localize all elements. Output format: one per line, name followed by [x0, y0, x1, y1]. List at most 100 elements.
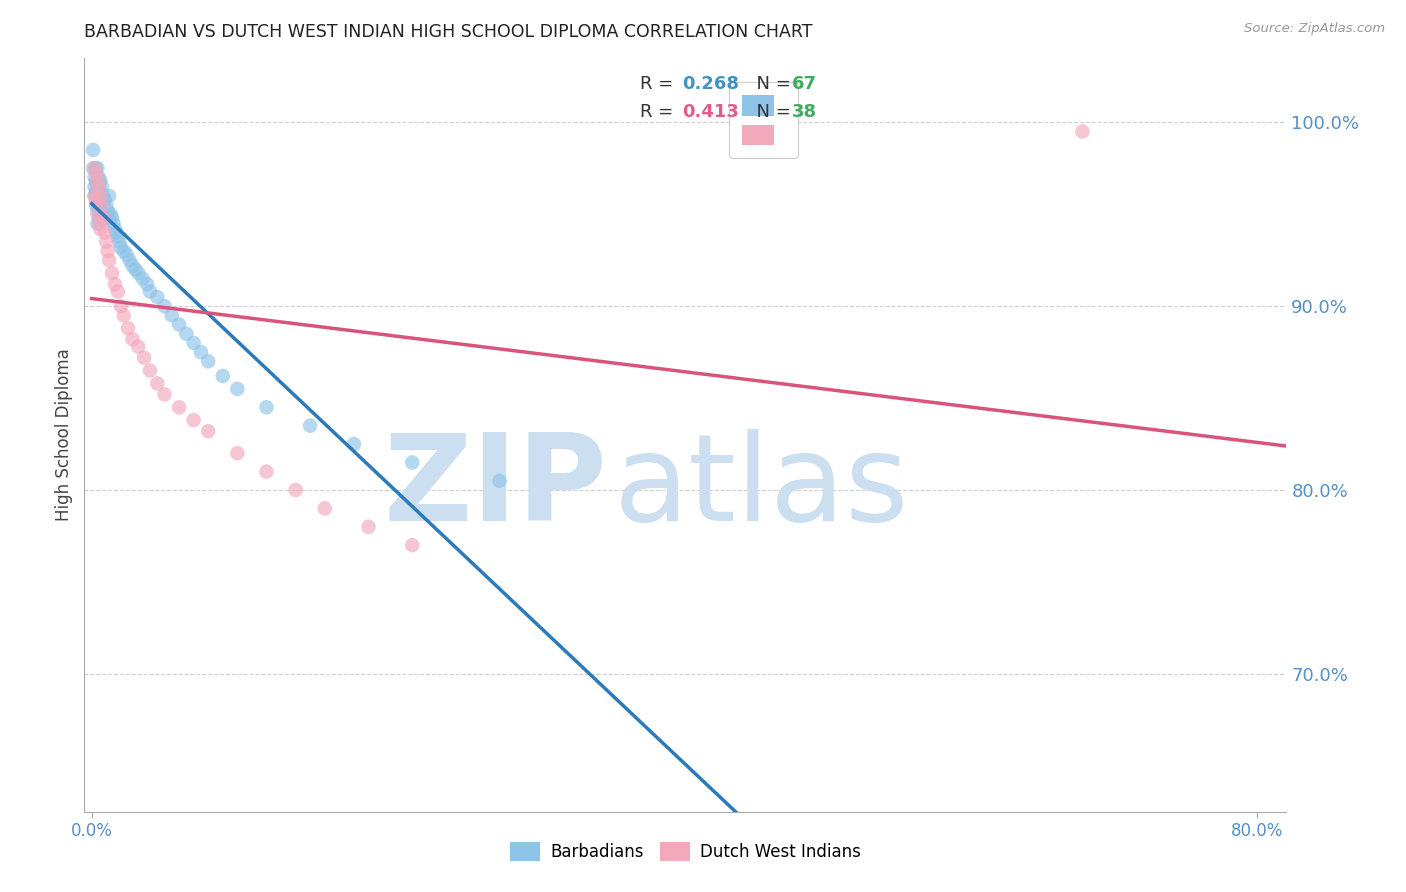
Point — [94, 226, 117, 240]
Point — [136, 277, 159, 291]
Point — [108, 235, 131, 249]
Point — [226, 446, 249, 460]
Point — [91, 211, 114, 225]
Point — [146, 290, 169, 304]
Point — [90, 207, 112, 221]
Point — [124, 262, 146, 277]
Point — [86, 203, 108, 218]
Point — [100, 207, 122, 221]
Point — [86, 161, 108, 176]
Point — [115, 248, 138, 262]
Point — [1071, 124, 1094, 138]
Point — [94, 207, 117, 221]
Point — [87, 198, 110, 212]
Point — [211, 369, 233, 384]
Point — [98, 253, 121, 268]
Point — [107, 229, 129, 244]
Point — [104, 277, 127, 291]
Point — [87, 193, 110, 207]
Point — [89, 222, 111, 236]
Point — [84, 185, 107, 199]
Point — [96, 235, 118, 249]
Point — [127, 266, 149, 280]
Point — [153, 387, 176, 401]
Text: N =: N = — [745, 103, 797, 121]
Point — [87, 216, 110, 230]
Point — [87, 211, 110, 225]
Point — [91, 203, 114, 218]
Point — [226, 382, 249, 396]
Text: 67: 67 — [792, 75, 817, 93]
Point — [96, 211, 118, 225]
Text: 0.268: 0.268 — [682, 75, 740, 93]
Point — [101, 211, 124, 225]
Point — [160, 309, 183, 323]
Point — [131, 271, 153, 285]
Point — [87, 189, 110, 203]
Point — [488, 474, 510, 488]
Point — [190, 345, 212, 359]
Text: atlas: atlas — [613, 429, 908, 546]
Point — [89, 174, 111, 188]
Point — [343, 437, 366, 451]
Point — [90, 198, 112, 212]
Point — [83, 179, 105, 194]
Point — [401, 538, 423, 552]
Point — [86, 216, 108, 230]
Point — [96, 198, 118, 212]
Point — [84, 167, 107, 181]
Point — [87, 170, 110, 185]
Point — [401, 455, 423, 469]
Text: BARBADIAN VS DUTCH WEST INDIAN HIGH SCHOOL DIPLOMA CORRELATION CHART: BARBADIAN VS DUTCH WEST INDIAN HIGH SCHO… — [84, 23, 813, 41]
Point — [197, 354, 219, 368]
Point — [167, 318, 190, 332]
Point — [146, 376, 169, 391]
Point — [86, 174, 108, 188]
Point — [87, 179, 110, 194]
Point — [83, 189, 105, 203]
Point — [103, 216, 125, 230]
Text: N =: N = — [745, 75, 797, 93]
Point — [86, 207, 108, 221]
Point — [256, 465, 278, 479]
Point — [86, 179, 108, 194]
Point — [139, 363, 162, 377]
Y-axis label: High School Diploma: High School Diploma — [55, 349, 73, 521]
Point — [105, 226, 128, 240]
Text: 38: 38 — [792, 103, 817, 121]
Text: R =: R = — [640, 103, 679, 121]
Point — [132, 351, 155, 365]
Point — [90, 193, 112, 207]
Point — [139, 285, 162, 299]
Point — [110, 299, 132, 313]
Point — [98, 211, 121, 225]
Point — [84, 193, 107, 207]
Text: Source: ZipAtlas.com: Source: ZipAtlas.com — [1244, 22, 1385, 36]
Point — [112, 244, 135, 258]
Point — [90, 179, 112, 194]
Point — [299, 418, 322, 433]
Point — [89, 189, 111, 203]
Point — [97, 244, 120, 258]
Point — [121, 259, 143, 273]
Point — [83, 170, 105, 185]
Point — [118, 253, 141, 268]
Point — [97, 203, 120, 218]
Point — [314, 501, 336, 516]
Point — [104, 222, 127, 236]
Point — [87, 179, 110, 194]
Point — [284, 483, 307, 497]
Point — [84, 161, 107, 176]
Point — [98, 189, 121, 203]
Point — [183, 413, 205, 427]
Point — [256, 401, 278, 415]
Legend: Barbadians, Dutch West Indians: Barbadians, Dutch West Indians — [503, 835, 868, 867]
Point — [94, 193, 117, 207]
Point — [82, 161, 104, 176]
Text: 0.413: 0.413 — [682, 103, 738, 121]
Text: ZIP: ZIP — [384, 429, 607, 546]
Point — [121, 332, 143, 346]
Point — [107, 285, 129, 299]
Point — [82, 143, 104, 157]
Point — [89, 198, 111, 212]
